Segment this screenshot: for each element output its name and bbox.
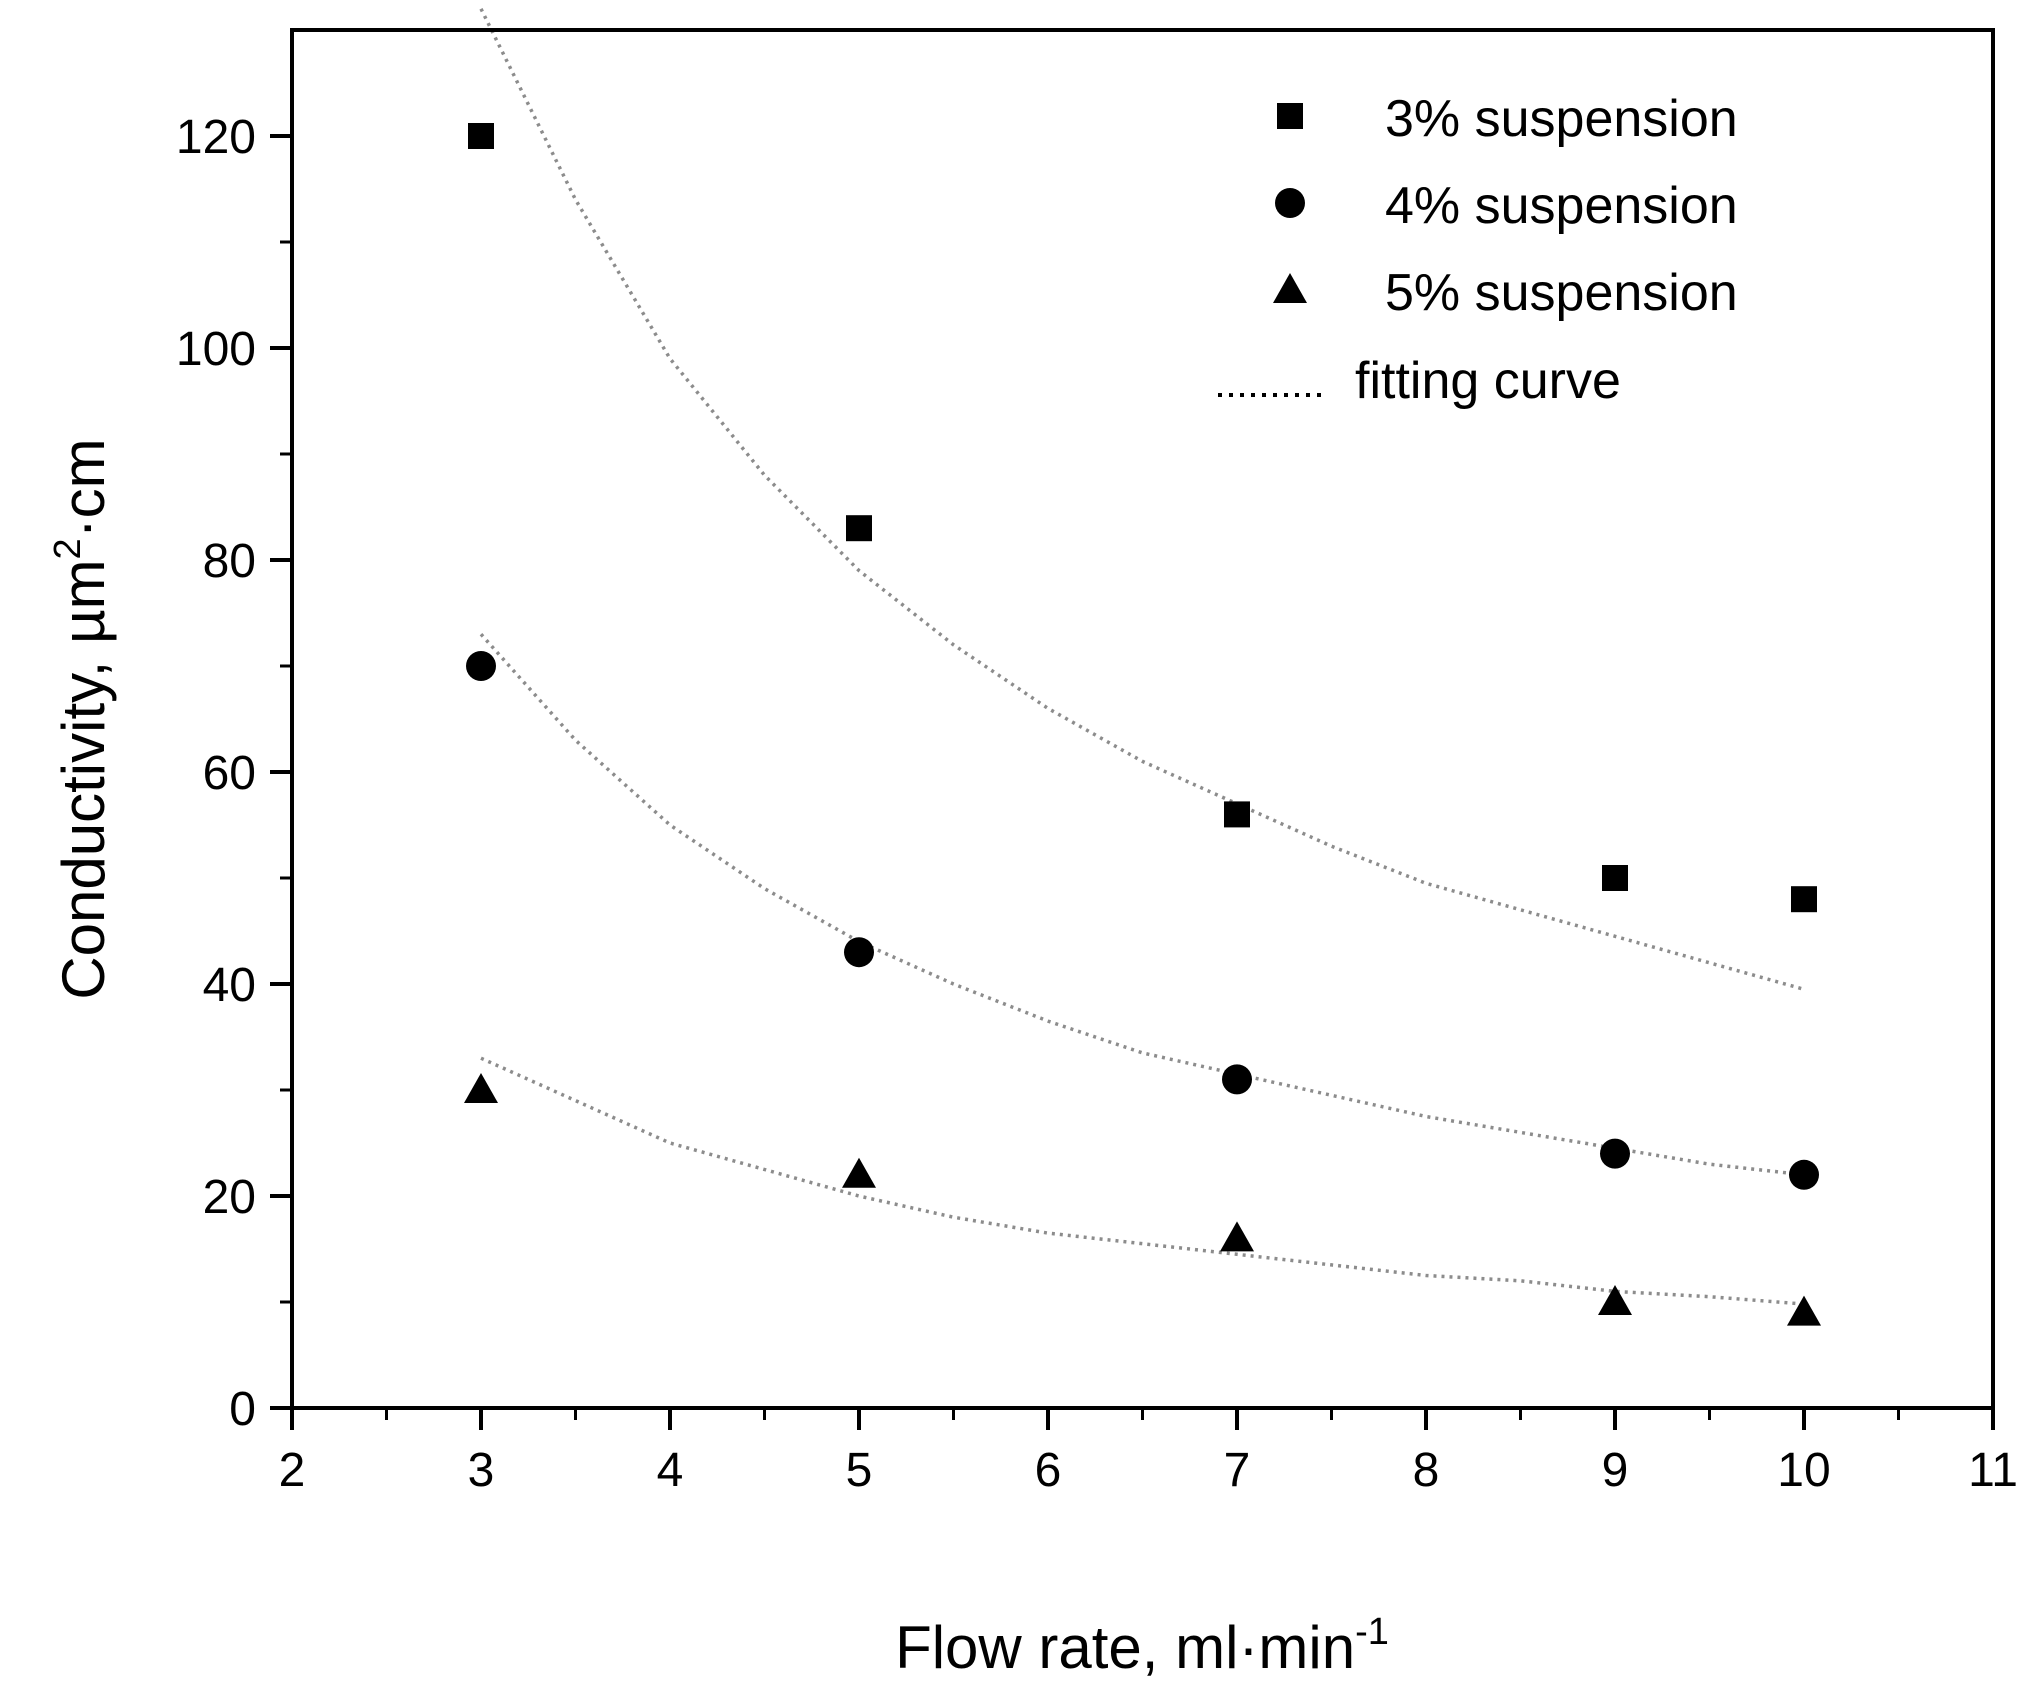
data-point <box>1787 1295 1821 1326</box>
legend-label: 3% suspension <box>1385 90 1738 148</box>
y-tick-label: 40 <box>203 959 256 1012</box>
x-tick-label: 10 <box>1777 1444 1830 1497</box>
data-point <box>466 651 496 681</box>
x-axis-title: Flow rate, ml·min-1 <box>895 1611 1389 1681</box>
data-markers <box>464 123 1821 1326</box>
data-point <box>1224 801 1250 828</box>
fit-curve <box>480 1056 1805 1306</box>
data-point <box>1789 1159 1819 1190</box>
x-tick-label: 2 <box>279 1444 306 1497</box>
legend-marker <box>1275 188 1305 218</box>
y-axis-title-text: Conductivity, µm <box>50 559 117 999</box>
data-point <box>1602 865 1628 891</box>
fit-curve <box>479 8 1805 991</box>
data-point <box>846 515 872 542</box>
legend-label: 5% suspension <box>1385 264 1738 322</box>
x-tick-label: 11 <box>1968 1444 2018 1497</box>
y-axis-title: Conductivity, µm2·cm <box>47 438 117 999</box>
y-tick-label: 0 <box>229 1383 256 1436</box>
data-point <box>468 123 494 149</box>
y-axis-title-suffix: ·cm <box>50 438 117 538</box>
ticks: 2 3 4 5 6 7 8 9 10 11 0 20 40 60 80 100 120 <box>176 111 2018 1497</box>
y-tick-label: 20 <box>203 1171 256 1224</box>
y-tick-label: 120 <box>176 111 256 164</box>
legend-label: 4% suspension <box>1385 177 1738 235</box>
x-tick-label: 4 <box>657 1444 684 1497</box>
data-point <box>1791 886 1817 913</box>
y-tick-label: 60 <box>203 747 256 800</box>
data-point <box>464 1073 498 1103</box>
x-tick-label: 7 <box>1224 1444 1251 1497</box>
legend-marker <box>1273 273 1307 303</box>
x-axis-title-text: Flow rate, ml·min <box>895 1614 1355 1681</box>
fit-curves <box>479 8 1805 1306</box>
legend: 3% suspension 4% suspension 5% suspension f… <box>1218 90 1738 410</box>
data-point <box>1220 1221 1254 1252</box>
x-tick-label: 9 <box>1602 1444 1629 1497</box>
x-tick-label: 8 <box>1413 1444 1440 1497</box>
x-tick-label: 6 <box>1035 1444 1062 1497</box>
x-tick-label: 3 <box>468 1444 495 1497</box>
data-point <box>842 1157 876 1188</box>
legend-marker <box>1277 103 1303 129</box>
legend-label: fitting curve <box>1355 352 1621 410</box>
y-tick-label: 80 <box>203 535 256 588</box>
x-axis-title-sup: -1 <box>1355 1611 1389 1653</box>
fit-curve <box>479 633 1805 1177</box>
y-tick-label: 100 <box>176 323 256 376</box>
data-point <box>1222 1064 1252 1095</box>
data-point <box>844 937 874 968</box>
axes <box>290 28 1995 1410</box>
data-point <box>1598 1285 1632 1315</box>
data-point <box>1600 1138 1630 1169</box>
x-tick-label: 5 <box>846 1444 873 1497</box>
y-axis-title-sup: 2 <box>47 538 89 559</box>
plot-frame <box>290 28 1995 1410</box>
